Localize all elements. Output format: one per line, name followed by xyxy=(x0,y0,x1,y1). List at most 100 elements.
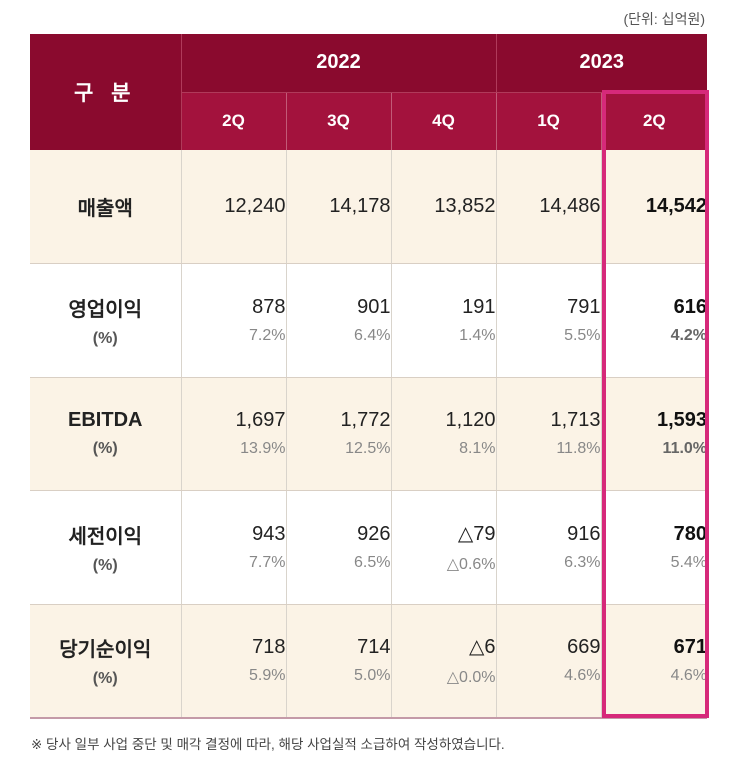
percent: 7.7% xyxy=(249,553,286,571)
row-label: 세전이익 xyxy=(68,525,143,548)
percent: 7.2% xyxy=(249,326,286,344)
value-cell: △79 △0.6% xyxy=(390,490,497,605)
value: 714 xyxy=(357,636,391,658)
percent: 5.5% xyxy=(564,326,601,344)
table-row: EBITDA (%) 1,697 13.9% 1,772 12.5% 1,120 8.… xyxy=(30,377,708,491)
value-cell-highlighted: 780 5.4% xyxy=(600,490,708,605)
value-cell: 14,486 xyxy=(495,150,602,264)
value-cell: 191 1.4% xyxy=(390,263,497,378)
value: 12,240 xyxy=(224,195,286,217)
value-cell: 12,240 xyxy=(180,150,286,264)
row-label: 매출액 xyxy=(77,198,133,220)
percent: 13.9% xyxy=(240,440,286,458)
value: △6 xyxy=(469,636,496,658)
table-row: 세전이익 (%) 943 7.7% 926 6.5% △79 △0.6% 916 6.3… xyxy=(30,490,708,605)
value: 791 xyxy=(567,295,601,318)
value: 14,178 xyxy=(329,195,391,217)
percent: 4.6% xyxy=(564,667,601,684)
row-label-cell: 세전이익 (%) xyxy=(30,490,181,605)
value: 780 xyxy=(673,522,708,545)
value: 926 xyxy=(357,522,391,545)
year-header-2023: 2023 xyxy=(496,34,708,93)
value: 901 xyxy=(357,295,391,318)
table-row: 매출액 12,240 14,178 13,852 14,486 14,542 xyxy=(30,150,708,264)
value: 1,772 xyxy=(340,409,391,432)
value-cell: 1,772 12.5% xyxy=(285,377,391,491)
row-sublabel: (%) xyxy=(92,440,118,458)
value-cell: 943 7.7% xyxy=(180,490,286,605)
value: 669 xyxy=(567,636,601,658)
percent: 11.0% xyxy=(662,440,708,458)
row-sublabel: (%) xyxy=(92,670,118,687)
row-label-cell: EBITDA (%) xyxy=(30,377,181,491)
value-cell: 878 7.2% xyxy=(180,263,286,378)
value: 191 xyxy=(462,295,496,318)
percent: △0.6% xyxy=(446,555,496,573)
value: 1,593 xyxy=(656,409,708,432)
value-cell: 718 5.9% xyxy=(180,604,286,719)
row-sublabel: (%) xyxy=(92,329,118,347)
value-cell: 14,178 xyxy=(285,150,391,264)
table-row: 당기순이익 (%) 718 5.9% 714 5.0% △6 △0.0% 669 4.6… xyxy=(30,604,708,719)
financial-table: 구 분 2022 2023 2Q 3Q 4Q 1Q 2Q 매출액 12,240 … xyxy=(30,34,708,719)
value-cell: 916 6.3% xyxy=(495,490,602,605)
value: 943 xyxy=(252,522,286,545)
percent: 6.3% xyxy=(564,553,601,571)
value: 616 xyxy=(673,295,708,318)
percent: 8.1% xyxy=(459,440,496,458)
value: 14,542 xyxy=(645,195,708,217)
value-cell-highlighted: 616 4.2% xyxy=(600,263,708,378)
value-cell: 714 5.0% xyxy=(285,604,391,719)
percent: △0.0% xyxy=(446,669,496,686)
percent: 11.8% xyxy=(556,440,601,458)
percent: 5.4% xyxy=(670,553,708,571)
quarter-header: 3Q xyxy=(286,92,392,150)
value: 878 xyxy=(252,295,286,318)
value: 1,120 xyxy=(445,409,496,432)
row-label-cell: 매출액 xyxy=(30,150,181,264)
row-label: 당기순이익 xyxy=(59,639,152,661)
value: 671 xyxy=(673,636,708,658)
row-label: EBITDA xyxy=(68,409,143,432)
table-row: 영업이익 (%) 878 7.2% 901 6.4% 191 1.4% 791 5.5%… xyxy=(30,263,708,378)
row-sublabel: (%) xyxy=(92,556,118,574)
value-cell: 1,697 13.9% xyxy=(180,377,286,491)
year-header-2022: 2022 xyxy=(181,34,497,93)
percent: 12.5% xyxy=(345,440,391,458)
percent: 6.5% xyxy=(354,553,391,571)
value: 718 xyxy=(252,636,286,658)
value: 1,697 xyxy=(235,409,286,432)
percent: 4.2% xyxy=(670,326,708,344)
value-cell: 1,120 8.1% xyxy=(390,377,497,491)
percent: 6.4% xyxy=(354,326,391,344)
value-cell-highlighted: 671 4.6% xyxy=(600,604,708,719)
value: 13,852 xyxy=(434,195,496,217)
value-cell: 669 4.6% xyxy=(495,604,602,719)
value: 916 xyxy=(567,522,601,545)
value-cell-highlighted: 1,593 11.0% xyxy=(600,377,708,491)
value-cell: 926 6.5% xyxy=(285,490,391,605)
unit-label: (단위: 십억원) xyxy=(623,11,705,27)
row-label: 영업이익 xyxy=(68,298,143,321)
row-label-cell: 당기순이익 (%) xyxy=(30,604,181,719)
value-cell: 791 5.5% xyxy=(495,263,602,378)
percent: 5.0% xyxy=(354,667,391,684)
row-label-cell: 영업이익 (%) xyxy=(30,263,181,378)
value: 1,713 xyxy=(550,409,601,432)
quarter-header: 2Q xyxy=(181,92,287,150)
quarter-header: 1Q xyxy=(496,92,602,150)
category-header: 구 분 xyxy=(30,34,182,150)
value-cell: 901 6.4% xyxy=(285,263,391,378)
quarter-header: 4Q xyxy=(391,92,497,150)
value-cell: 1,713 11.8% xyxy=(495,377,602,491)
percent: 4.6% xyxy=(670,667,708,684)
value: 14,486 xyxy=(539,195,601,217)
value: △79 xyxy=(457,522,496,545)
footnote: ※ 당사 일부 사업 중단 및 매각 결정에 따라, 해당 사업실적 소급하여 … xyxy=(31,737,505,752)
value-cell-highlighted: 14,542 xyxy=(600,150,708,264)
quarter-header: 2Q xyxy=(601,92,708,150)
percent: 5.9% xyxy=(249,667,286,684)
value-cell: 13,852 xyxy=(390,150,497,264)
percent: 1.4% xyxy=(459,326,496,344)
value-cell: △6 △0.0% xyxy=(390,604,497,719)
